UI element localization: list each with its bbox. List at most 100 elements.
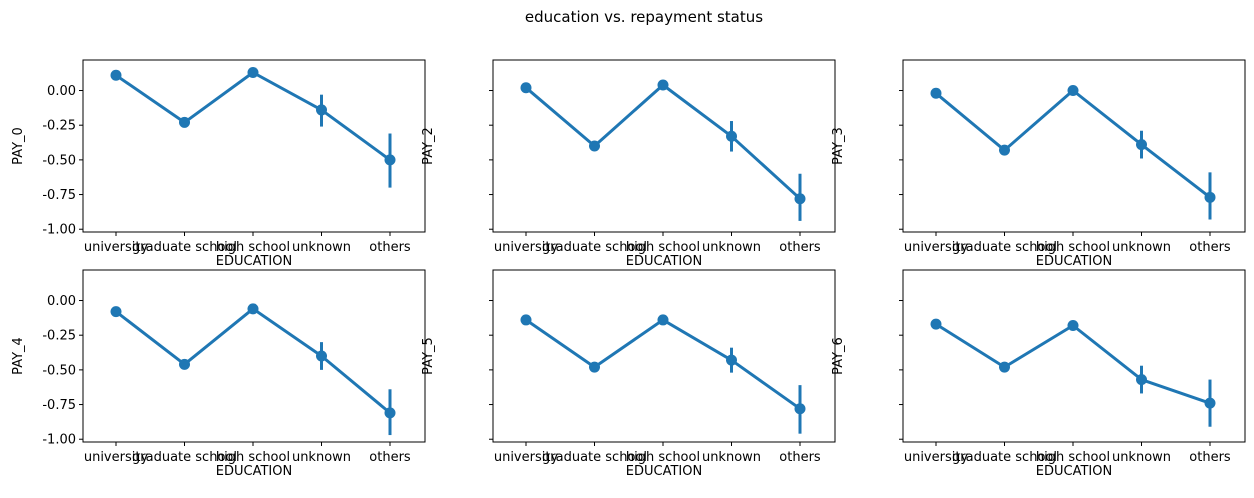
x-axis-label: EDUCATION — [626, 254, 702, 269]
y-axis-label: PAY_0 — [11, 127, 26, 165]
subplot-grid: 0.00-0.25-0.50-0.75-1.00universitygradua… — [11, 59, 1246, 479]
x-tick-label: university — [84, 240, 149, 255]
y-tick-label: 0.00 — [47, 294, 76, 309]
data-point — [179, 116, 190, 128]
subplot-1: 0.00 -0.25 -0.50 -0.75 -1.00 universitygradua… — [11, 59, 426, 269]
data-point — [247, 303, 259, 315]
x-axis-label: EDUCATION — [626, 464, 702, 479]
axes-frame — [82, 59, 426, 233]
data-point — [1067, 319, 1079, 331]
x-tick-label: university — [494, 240, 559, 255]
data-point — [589, 361, 600, 373]
y-axis-label: PAY_2 — [421, 127, 436, 165]
data-point — [520, 314, 532, 326]
axes-frame — [492, 59, 836, 233]
data-point — [110, 69, 122, 81]
data-point — [999, 144, 1010, 156]
axes-frame — [902, 269, 1246, 443]
y-axis-label: PAY_3 — [831, 127, 846, 165]
data-point — [930, 318, 942, 330]
x-tick-label: unknown — [1112, 450, 1171, 465]
x-axis-label: EDUCATION — [1036, 254, 1112, 269]
x-tick-label: high school — [216, 240, 290, 255]
data-point — [247, 66, 259, 78]
x-tick-label: graduate school — [132, 240, 237, 255]
data-point — [316, 350, 327, 362]
y-tick-label: -0.25 — [42, 119, 76, 134]
x-axis-label: EDUCATION — [216, 464, 292, 479]
series-line — [935, 89, 1211, 199]
series-line — [525, 318, 801, 410]
data-point — [794, 193, 806, 205]
x-tick-label: unknown — [702, 240, 761, 255]
y-tick-label: -0.75 — [42, 398, 76, 413]
data-point — [520, 82, 532, 94]
x-tick-label: high school — [216, 450, 290, 465]
data-point — [316, 104, 327, 116]
x-tick-label: others — [779, 240, 821, 255]
x-tick-label: graduate school — [132, 450, 237, 465]
data-point — [384, 154, 396, 166]
x-tick-label: university — [84, 450, 149, 465]
y-tick-label: 0.00 — [47, 84, 76, 99]
x-tick-label: university — [904, 450, 969, 465]
data-point — [1136, 374, 1147, 386]
data-point — [1067, 85, 1079, 97]
x-tick-label: graduate school — [542, 240, 647, 255]
data-point — [930, 87, 942, 99]
x-tick-label: graduate school — [952, 240, 1057, 255]
series-line — [525, 83, 802, 200]
x-tick-label: unknown — [292, 450, 351, 465]
x-tick-label: high school — [1036, 240, 1110, 255]
series-line — [935, 322, 1211, 405]
data-point — [179, 358, 190, 370]
subplot-4: 0.00 -0.25 -0.50 -0.75 -1.00 universitygradua… — [11, 269, 426, 479]
x-tick-label: others — [369, 240, 411, 255]
data-point — [657, 79, 669, 91]
axes-frame — [902, 59, 1246, 233]
x-tick-label: high school — [626, 240, 700, 255]
x-axis-label: EDUCATION — [1036, 464, 1112, 479]
x-tick-label: unknown — [1112, 240, 1171, 255]
x-tick-label: unknown — [702, 450, 761, 465]
data-point — [1204, 397, 1216, 409]
y-axis-label: PAY_4 — [11, 337, 26, 375]
y-axis-label: PAY_5 — [421, 337, 436, 375]
series-line — [115, 307, 391, 415]
data-point — [726, 354, 737, 366]
series-line — [115, 71, 391, 162]
y-tick-label: -0.50 — [42, 153, 76, 168]
data-point — [1136, 139, 1147, 151]
x-tick-label: graduate school — [542, 450, 647, 465]
axes-frame — [82, 269, 426, 443]
x-tick-label: others — [369, 450, 411, 465]
data-point — [726, 130, 737, 142]
x-tick-label: others — [1189, 240, 1231, 255]
y-tick-label: -0.75 — [42, 188, 76, 203]
data-point — [794, 403, 806, 415]
data-point — [1204, 191, 1216, 203]
data-point — [999, 361, 1010, 373]
x-tick-label: high school — [1036, 450, 1110, 465]
data-point — [384, 407, 396, 419]
figure-title: education vs. repayment status — [525, 8, 763, 26]
x-tick-label: high school — [626, 450, 700, 465]
y-axis-label: PAY_6 — [831, 337, 846, 375]
data-point — [657, 314, 669, 326]
x-axis-label: EDUCATION — [216, 254, 292, 269]
x-tick-label: unknown — [292, 240, 351, 255]
data-point — [110, 306, 122, 318]
x-tick-label: others — [779, 450, 821, 465]
y-tick-label: -1.00 — [42, 433, 76, 448]
y-tick-label: -0.25 — [42, 329, 76, 344]
data-point — [589, 140, 600, 152]
x-tick-label: others — [1189, 450, 1231, 465]
x-tick-label: graduate school — [952, 450, 1057, 465]
x-tick-label: university — [904, 240, 969, 255]
x-tick-label: university — [494, 450, 559, 465]
